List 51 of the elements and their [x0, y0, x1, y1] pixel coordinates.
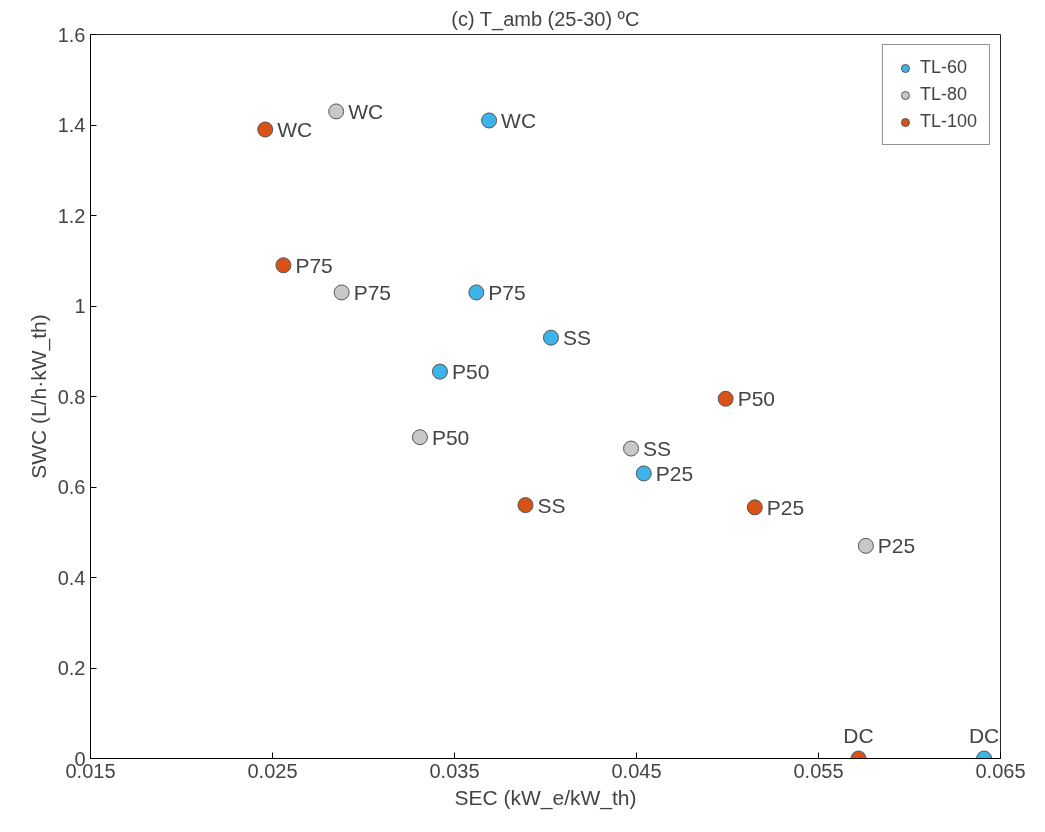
annotation: SS	[537, 493, 566, 517]
annotation: WC	[501, 108, 537, 132]
annotation: P50	[737, 387, 776, 411]
y-tick-label: 1.6	[57, 23, 86, 46]
y-tick-label: 1.4	[57, 114, 86, 136]
y-axis-title: SWC (L/h·kW_th)	[26, 314, 51, 479]
annotation: DC	[843, 723, 874, 747]
x-tick-label: 0.055	[793, 759, 844, 782]
annotation: P75	[353, 280, 392, 304]
annotation: P50	[451, 360, 490, 384]
annotation: DC	[968, 723, 1000, 747]
y-tick-label: 0.4	[57, 566, 86, 589]
point	[333, 284, 350, 301]
legend-label: TL-80	[919, 84, 967, 105]
point	[411, 429, 428, 446]
annotation: P75	[488, 280, 526, 304]
point	[857, 537, 874, 554]
x-tick-label: 0.025	[247, 759, 298, 782]
point	[481, 112, 498, 129]
annotation: P25	[877, 534, 916, 558]
point	[328, 103, 345, 120]
annotation: SS	[643, 437, 672, 461]
x-axis-title: SEC (kW_e/kW_th)	[454, 785, 637, 810]
point	[257, 121, 274, 138]
x-tick-label: 0.045	[611, 759, 662, 782]
annotation: P50	[431, 425, 470, 449]
y-tick-label: 1	[74, 295, 86, 317]
x-tick-label: 0.065	[975, 759, 1026, 782]
point	[717, 390, 734, 407]
annotation: WC	[348, 99, 384, 123]
legend-label: TL-100	[919, 111, 977, 132]
annotation: P75	[295, 253, 333, 277]
point	[623, 440, 640, 457]
annotation: P25	[766, 495, 805, 519]
annotation: SS	[562, 326, 591, 350]
x-tick-label: 0.035	[429, 759, 480, 782]
point	[517, 497, 534, 514]
annotation: P25	[655, 461, 694, 485]
y-tick-label: 0.6	[57, 476, 86, 498]
y-tick-label: 0.2	[57, 657, 86, 679]
point	[635, 465, 652, 482]
y-tick-label: 0.8	[57, 385, 86, 408]
point	[468, 284, 485, 301]
point	[275, 257, 292, 274]
annotation: WC	[277, 118, 313, 142]
chart-title: (c) T_amb (25-30) ºC	[451, 7, 640, 31]
y-tick-label: 1.2	[57, 204, 86, 227]
point	[542, 329, 559, 346]
point	[431, 363, 448, 380]
legend-label: TL-60	[919, 57, 967, 78]
point	[746, 499, 763, 516]
